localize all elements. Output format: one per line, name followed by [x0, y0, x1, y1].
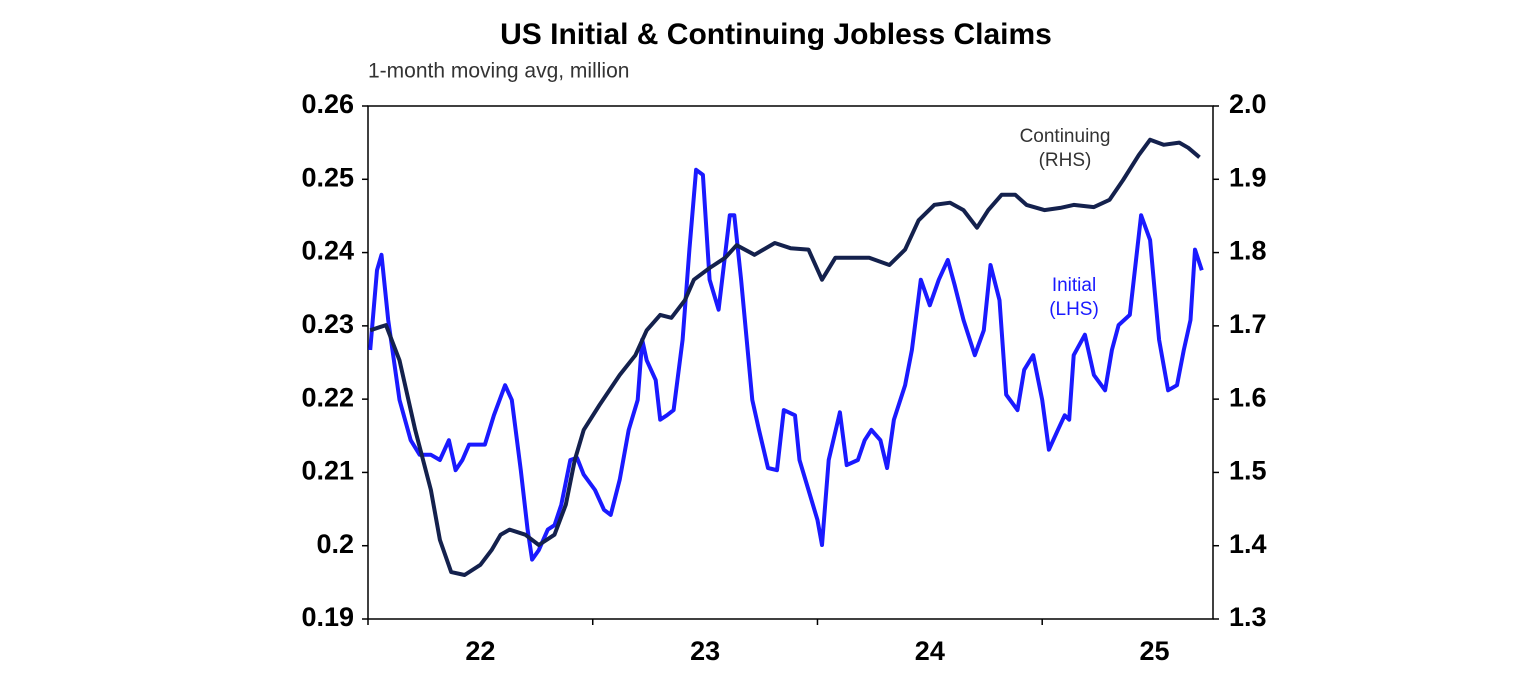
y-tick-label: 0.2: [316, 529, 354, 559]
series-label: Initial: [1052, 275, 1096, 296]
y-tick-label: 0.23: [301, 309, 354, 339]
x-tick-label: 22: [465, 636, 495, 666]
x-tick-label: 23: [690, 636, 720, 666]
chart-subtitle: 1-month moving avg, million: [368, 60, 629, 83]
x-tick-label: 25: [1140, 636, 1170, 666]
series-line: [368, 167, 1204, 562]
plot-frame: [367, 105, 1214, 620]
y-tick-label: 0.22: [301, 382, 354, 412]
y-tick-label: 0.25: [301, 162, 354, 192]
y2-tick-label: 1.7: [1229, 309, 1267, 339]
x-tick-label: 24: [915, 636, 945, 666]
y-tick-label: 0.21: [301, 456, 354, 486]
y2-tick-label: 1.5: [1229, 456, 1267, 486]
y-tick-label: 0.26: [301, 89, 354, 119]
series-label: (LHS): [1049, 299, 1099, 320]
y-tick-label: 0.19: [301, 602, 354, 632]
y-tick-label: 0.24: [301, 236, 354, 266]
y2-tick-label: 1.8: [1229, 236, 1267, 266]
series-line: [369, 137, 1201, 577]
series-label: Continuing: [1020, 126, 1111, 147]
chart-title: US Initial & Continuing Jobless Claims: [500, 18, 1052, 51]
series-label: (RHS): [1039, 150, 1092, 171]
y2-tick-label: 1.6: [1229, 382, 1267, 412]
y2-tick-label: 1.4: [1229, 529, 1267, 559]
y2-tick-label: 1.9: [1229, 162, 1267, 192]
y2-tick-label: 2.0: [1229, 89, 1267, 119]
y2-tick-label: 1.3: [1229, 602, 1267, 632]
